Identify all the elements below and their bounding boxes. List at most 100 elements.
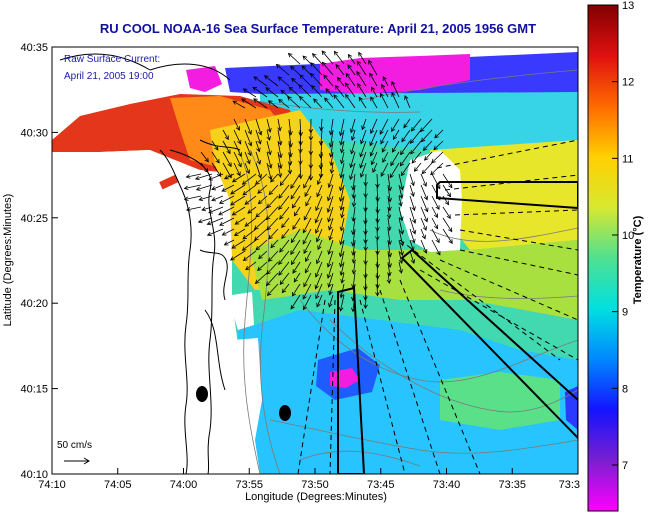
- current-vector-head: [351, 307, 356, 313]
- current-vector: [387, 184, 391, 202]
- current-vector: [266, 162, 272, 180]
- current-vector: [409, 195, 415, 211]
- current-vector-head: [403, 123, 408, 129]
- current-vector: [311, 85, 323, 98]
- current-vector: [323, 74, 334, 87]
- current-vector-head: [292, 225, 297, 230]
- current-vector: [352, 294, 356, 312]
- current-vector-head: [270, 177, 275, 183]
- x-tick-label: 73:45: [367, 479, 395, 491]
- current-vector: [376, 195, 379, 213]
- current-vector: [328, 272, 334, 288]
- colorbar-tick-label: 11: [622, 153, 633, 165]
- current-vector: [207, 228, 224, 236]
- current-vector-head: [254, 180, 260, 185]
- current-vector-head: [319, 126, 324, 132]
- current-vector-head: [369, 141, 374, 147]
- current-vector-head: [360, 139, 365, 145]
- current-vector-head: [398, 202, 403, 207]
- current-vector: [381, 140, 389, 153]
- colorbar-tick-label: 13: [622, 0, 634, 12]
- current-vector-head: [422, 182, 427, 187]
- current-vector: [305, 261, 312, 273]
- current-vector: [266, 217, 279, 231]
- current-vector: [398, 217, 403, 235]
- current-vector-head: [257, 173, 262, 179]
- current-vector-head: [339, 240, 344, 246]
- current-vector: [327, 184, 334, 201]
- current-vector-head: [334, 85, 340, 90]
- current-vector-head: [446, 214, 451, 220]
- current-vector: [364, 195, 367, 212]
- current-vector-head: [381, 147, 386, 153]
- current-vector-head: [359, 173, 365, 178]
- current-vector-head: [339, 159, 345, 165]
- current-vector-head: [279, 181, 285, 186]
- current-vector-head: [241, 98, 246, 103]
- current-vector: [423, 140, 433, 151]
- current-vector-head: [435, 205, 440, 211]
- current-vector: [424, 151, 433, 161]
- warm-fleck: [159, 174, 179, 190]
- current-vector: [233, 118, 240, 131]
- current-vector: [414, 162, 422, 172]
- current-vector: [380, 129, 389, 144]
- current-vector-head: [356, 60, 362, 66]
- current-vector-head: [391, 148, 397, 153]
- current-vector-head: [391, 127, 396, 133]
- current-vector-head: [314, 272, 320, 278]
- current-vector-head: [263, 75, 269, 80]
- current-vector: [196, 184, 213, 191]
- sst-field: [52, 52, 578, 474]
- current-vector: [352, 272, 356, 288]
- current-vector: [340, 129, 345, 145]
- colorbar-label: Temperature (°C): [632, 215, 644, 304]
- current-vector-head: [293, 277, 298, 283]
- current-vector-head: [410, 259, 416, 264]
- current-vector: [277, 118, 281, 131]
- current-vector-head: [291, 291, 297, 297]
- current-vector: [371, 87, 378, 98]
- current-vector-head: [266, 225, 272, 231]
- current-vector: [392, 140, 400, 153]
- current-vector: [353, 195, 356, 207]
- current-vector: [371, 151, 378, 165]
- current-vector: [253, 76, 268, 87]
- current-vector-head: [363, 304, 368, 309]
- current-vector-head: [350, 136, 356, 141]
- current-vector: [232, 100, 246, 109]
- current-vector-head: [411, 229, 417, 235]
- current-vector: [290, 184, 301, 200]
- current-vector-head: [298, 131, 303, 137]
- current-vector-head: [281, 288, 287, 294]
- current-vector-head: [420, 137, 426, 143]
- current-vector: [253, 98, 268, 109]
- current-vector-head: [339, 148, 345, 154]
- current-vector-head: [411, 159, 417, 164]
- current-vector-head: [194, 175, 200, 181]
- current-vector: [266, 140, 271, 155]
- current-vector: [316, 228, 323, 242]
- current-vector-head: [349, 128, 355, 134]
- current-vector: [409, 206, 416, 224]
- current-vector-head: [316, 192, 321, 198]
- current-vector: [265, 87, 279, 98]
- current-vector-head: [253, 225, 259, 230]
- mooring-marker: [196, 386, 208, 402]
- current-vector-head: [266, 270, 271, 275]
- current-vector: [257, 184, 268, 194]
- current-vector-head: [183, 185, 189, 191]
- y-axis-label: Latitude (Degrees:Minutes): [2, 194, 14, 327]
- current-vector: [255, 162, 262, 178]
- current-vector-head: [247, 141, 253, 147]
- current-vector: [352, 217, 356, 235]
- current-vector: [382, 151, 389, 163]
- current-vector: [391, 92, 400, 109]
- current-vector: [352, 173, 356, 190]
- current-vector-head: [315, 237, 321, 243]
- current-vector-head: [336, 76, 342, 82]
- current-vector-head: [317, 245, 322, 251]
- current-vector: [278, 195, 290, 210]
- current-vector: [288, 151, 291, 165]
